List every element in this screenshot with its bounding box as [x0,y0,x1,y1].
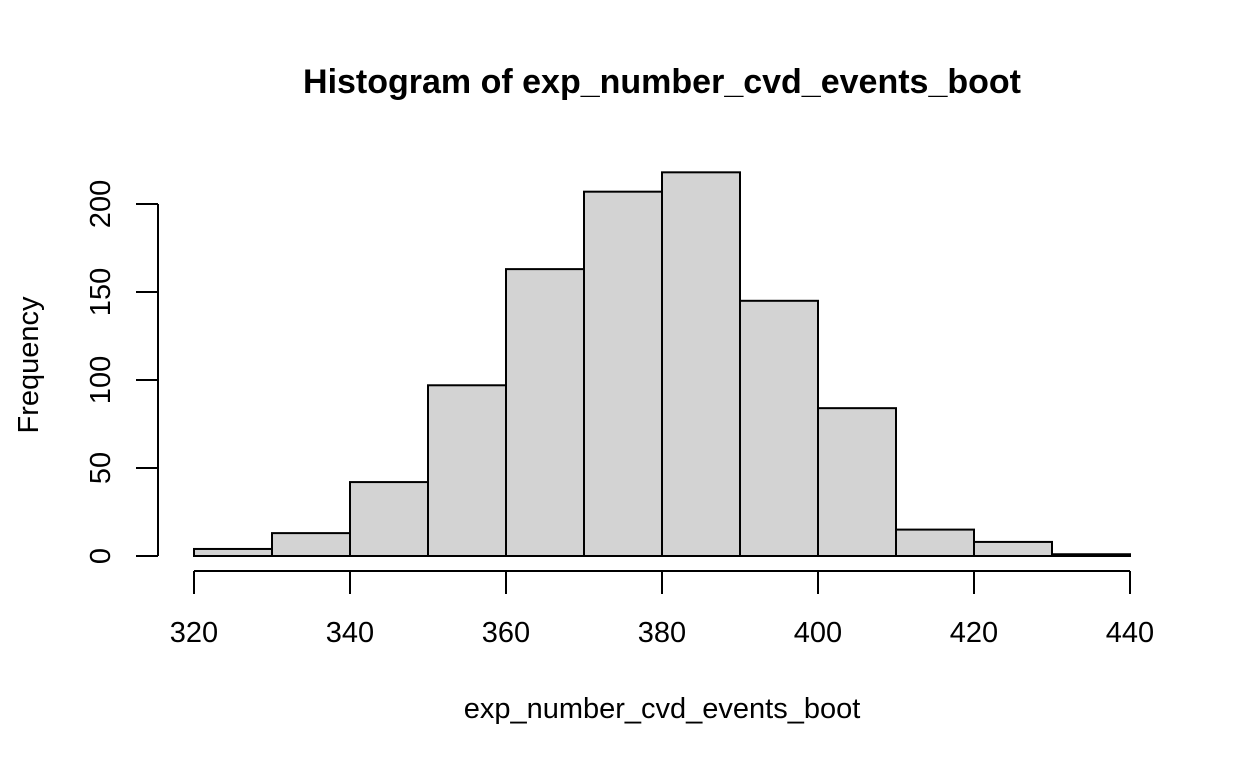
x-tick-label-4: 400 [794,617,842,649]
histogram-bar-8 [817,407,897,557]
x-axis-label: exp_number_cvd_events_boot [464,693,861,725]
histogram-bar-9 [895,528,975,557]
histogram-bar-6 [661,171,741,557]
histogram-bar-3 [427,384,507,557]
histogram-bar-7 [739,299,819,557]
x-tick-label-0: 320 [170,617,218,649]
x-tick-label-5: 420 [950,617,998,649]
histogram-bar-0 [193,547,273,558]
histogram-bar-4 [505,268,585,557]
y-tick-label-4: 200 [85,180,117,228]
x-axis: 320 340 360 380 400 420 440 [170,570,1154,649]
y-tick-label-2: 100 [85,356,117,404]
x-tick-label-1: 340 [326,617,374,649]
y-axis-label: Frequency [13,296,45,434]
x-tick-label-3: 380 [638,617,686,649]
y-axis: 0 50 100 150 200 [85,180,159,564]
histogram-bar-2 [349,481,429,557]
histogram-bar-5 [583,190,663,557]
histogram-bar-11 [1051,553,1131,557]
chart-title: Histogram of exp_number_cvd_events_boot [303,63,1021,101]
x-tick-label-6: 440 [1106,617,1154,649]
histogram-bar-10 [973,540,1053,557]
y-tick-label-0: 0 [85,548,117,564]
y-tick-label-1: 50 [85,452,117,484]
bars-group [193,171,1131,558]
histogram-bar-1 [271,532,351,557]
x-tick-label-2: 360 [482,617,530,649]
y-tick-label-3: 150 [85,268,117,316]
